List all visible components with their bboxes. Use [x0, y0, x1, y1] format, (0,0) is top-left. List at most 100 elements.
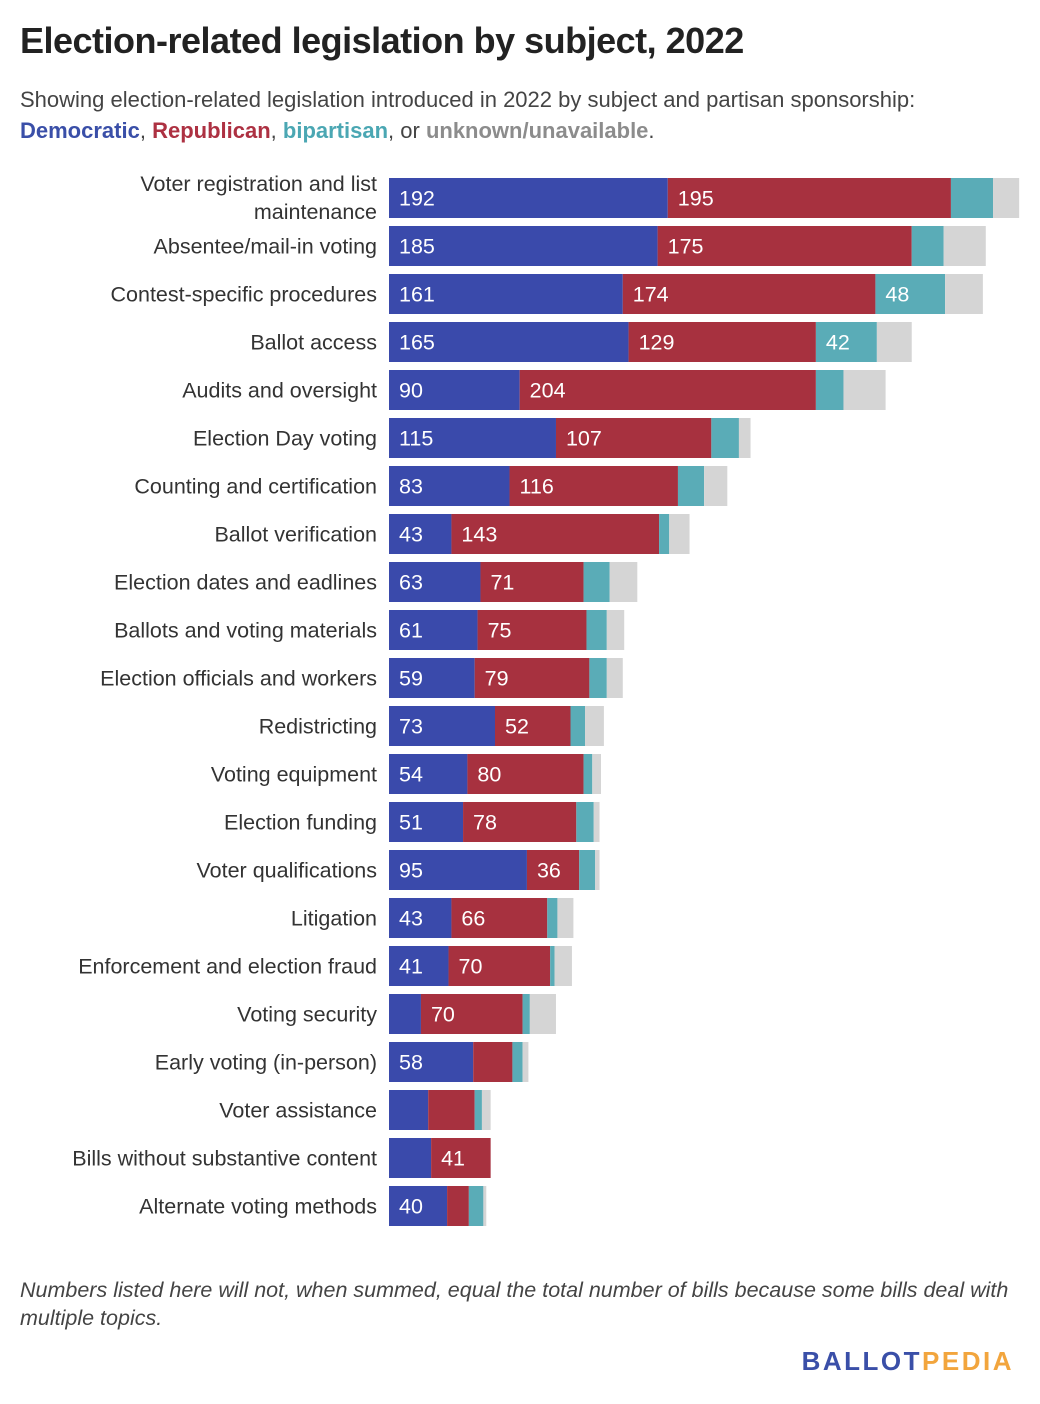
category-label: Election dates and eadlines [114, 571, 377, 595]
bar-row: Alternate voting methods 40 [139, 1186, 487, 1226]
bar-segment-republican [555, 418, 712, 458]
data-label-republican: 129 [639, 331, 675, 355]
bar-segment-bipartisan [576, 802, 594, 842]
data-label-republican: 116 [520, 475, 554, 499]
bar-segment-republican [480, 562, 584, 602]
category-label: Audits and oversight [182, 379, 377, 403]
bar-segment-republican [519, 370, 816, 410]
bar-segment-democratic [389, 658, 475, 698]
bar-segment-unknown [945, 274, 983, 314]
bar-segment-bipartisan [583, 562, 610, 602]
bar-row: Election Day voting 115 107 [193, 418, 751, 458]
bar-segment-democratic [389, 274, 623, 314]
bar-segment-republican [657, 226, 912, 266]
bar-segment-unknown [554, 946, 572, 986]
bar-row: Voter qualifications 95 36 [197, 850, 600, 890]
bar-segment-democratic [389, 418, 556, 458]
bar-row: Litigation 43 66 [291, 898, 574, 938]
bar-row: Counting and certification 83 116 [134, 466, 728, 506]
chart-subtitle: Showing election-related legislation int… [20, 84, 1030, 146]
subtitle-separator: , [139, 118, 153, 143]
data-label-republican: 174 [633, 283, 669, 307]
bar-segment-bipartisan [815, 322, 877, 362]
data-label-republican: 175 [668, 235, 704, 259]
bar-segment-democratic [389, 466, 510, 506]
bar-row: Election officials and workers 59 79 [100, 658, 623, 698]
bar-segment-democratic [389, 850, 527, 890]
bar-row: Election dates and eadlines 63 71 [114, 562, 638, 602]
category-label: Alternate voting methods [139, 1195, 377, 1219]
data-label-democratic: 59 [399, 667, 423, 691]
bar-segment-republican [428, 1090, 475, 1130]
category-label: Litigation [291, 907, 377, 931]
data-label-democratic: 90 [399, 379, 423, 403]
data-label-democratic: 185 [399, 235, 435, 259]
logo-part-ballot: BALLOT [801, 1346, 923, 1376]
bar-segment-unknown [481, 1090, 491, 1130]
bar-segment-republican [420, 994, 523, 1034]
bar-segment-democratic [389, 802, 464, 842]
data-label-republican: 80 [477, 763, 501, 787]
legend-republican: Republican [152, 118, 271, 143]
bar-segment-unknown [738, 418, 751, 458]
bar-row: Voter assistance [219, 1090, 491, 1130]
data-label-democratic: 61 [399, 619, 423, 643]
bar-row: Redistricting 73 52 [259, 706, 604, 746]
data-label-democratic: 58 [399, 1051, 423, 1075]
bar-row: Voter registration and list maintenance 19… [140, 172, 1020, 224]
bar-segment-democratic [389, 706, 495, 746]
bar-segment-democratic [389, 562, 481, 602]
data-label-republican: 71 [490, 571, 514, 595]
data-label-republican: 41 [441, 1147, 465, 1171]
category-label: Voting equipment [211, 763, 377, 787]
bar-segment-democratic [389, 994, 421, 1034]
bar-segment-bipartisan [659, 514, 670, 554]
bar-segment-unknown [669, 514, 690, 554]
bar-segment-democratic [389, 226, 658, 266]
data-label-democratic: 51 [399, 811, 423, 835]
data-label-democratic: 161 [399, 283, 435, 307]
bar-segment-unknown [557, 898, 574, 938]
bar-segment-republican [509, 466, 678, 506]
bar-segment-unknown [943, 226, 986, 266]
bar-segment-democratic [389, 754, 468, 794]
bar-segment-bipartisan [550, 946, 555, 986]
bar-segment-bipartisan [547, 898, 558, 938]
bar-segment-unknown [609, 562, 638, 602]
bar-segment-republican [473, 1042, 513, 1082]
bar-segment-bipartisan [875, 274, 946, 314]
bar-segment-republican [467, 754, 584, 794]
bar-segment-democratic [389, 946, 449, 986]
category-label: Ballots and voting materials [114, 619, 377, 643]
data-label-republican: 70 [459, 955, 483, 979]
category-label: Enforcement and election fraud [78, 955, 377, 979]
bar-segment-democratic [389, 898, 452, 938]
bar-row: Election funding 51 78 [224, 802, 600, 842]
bar-segment-bipartisan [815, 370, 844, 410]
bar-segment-bipartisan [586, 610, 607, 650]
category-label: Election funding [224, 811, 377, 835]
bar-segment-bipartisan [570, 706, 586, 746]
category-label: Redistricting [259, 715, 377, 739]
bar-segment-republican [494, 706, 571, 746]
data-label-democratic: 165 [399, 331, 435, 355]
bar-segment-democratic [389, 178, 668, 218]
bar-segment-democratic [389, 1042, 474, 1082]
data-label-democratic: 192 [399, 187, 435, 211]
subtitle-separator: , or [388, 118, 426, 143]
data-label-democratic: 41 [399, 955, 423, 979]
bar-segment-republican [477, 610, 587, 650]
bar-segment-democratic [389, 322, 629, 362]
bar-segment-bipartisan [677, 466, 705, 506]
bar-segment-bipartisan [512, 1042, 523, 1082]
bar-segment-democratic [389, 1186, 448, 1226]
bar-segment-republican [447, 1186, 469, 1226]
data-label-republican: 143 [461, 523, 497, 547]
bar-segment-unknown [876, 322, 912, 362]
bar-segment-bipartisan [468, 1186, 484, 1226]
bar-segment-democratic [389, 610, 478, 650]
bar-segment-unknown [843, 370, 886, 410]
legend-unknown: unknown/unavailable [425, 118, 649, 143]
category-label: Counting and certification [134, 475, 377, 499]
bar-segment-bipartisan [711, 418, 739, 458]
